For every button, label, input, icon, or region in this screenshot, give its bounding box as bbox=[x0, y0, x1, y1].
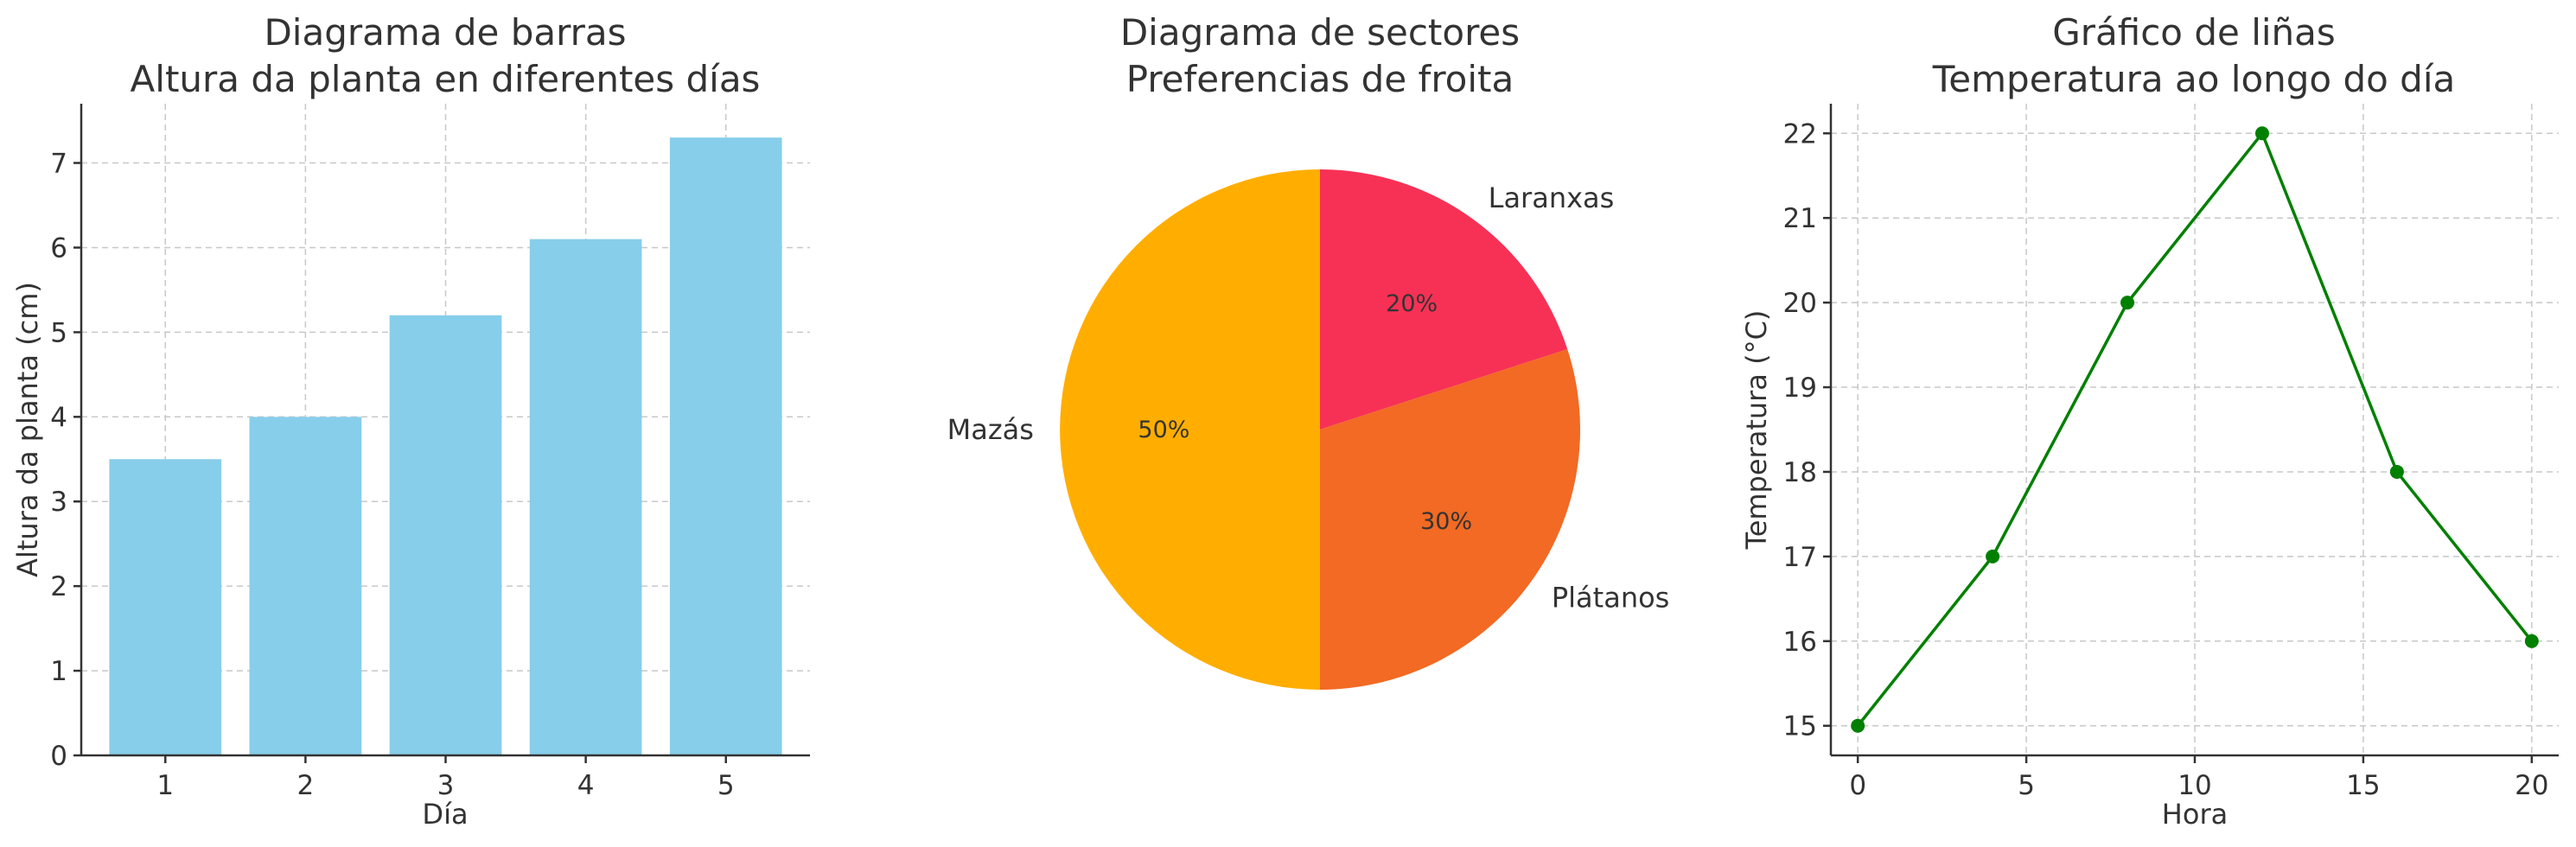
line-chart-series bbox=[1851, 126, 2539, 733]
line-x-tick-label: 15 bbox=[2346, 770, 2380, 801]
pie-chart-title: Diagrama de sectores bbox=[1120, 11, 1520, 54]
line-y-tick-label: 17 bbox=[1783, 542, 1817, 573]
line-chart-title: Gráfico de liñas bbox=[2052, 11, 2336, 54]
pie-slice-percent: 50% bbox=[1138, 417, 1189, 443]
pie-slice-label: Mazás bbox=[947, 413, 1034, 446]
line-point bbox=[2254, 126, 2269, 141]
line-chart-ticks: 15 16 17 18 19 20 21 22 0 5 10 15 20 bbox=[1783, 118, 2549, 801]
pie-slice-label: Laranxas bbox=[1489, 182, 1615, 214]
bar-y-tick-label: 0 bbox=[50, 741, 67, 772]
bar-x-tick-label: 1 bbox=[156, 770, 174, 801]
pie-slice bbox=[1320, 348, 1580, 690]
line-y-tick-label: 15 bbox=[1783, 711, 1817, 742]
line-chart-grid bbox=[1831, 104, 2559, 755]
bar bbox=[389, 315, 502, 755]
bar-chart-y-label: Altura da planta (cm) bbox=[11, 282, 44, 577]
bar-chart-subtitle: Altura da planta en diferentes días bbox=[131, 58, 761, 100]
line-y-tick-label: 21 bbox=[1783, 203, 1817, 234]
pie-chart-slices bbox=[1060, 169, 1580, 690]
line-chart-y-label: Temperatura (°C) bbox=[1740, 310, 1773, 551]
bar bbox=[109, 459, 222, 755]
pie-slice-label: Plátanos bbox=[1552, 582, 1669, 615]
bar-y-tick-label: 2 bbox=[50, 571, 67, 602]
line-x-tick-label: 0 bbox=[1849, 770, 1866, 801]
line-point bbox=[2524, 634, 2539, 648]
bar-chart-x-label: Día bbox=[422, 798, 468, 831]
bar-chart-panel: Diagrama de barras Altura da planta en d… bbox=[11, 11, 810, 831]
bar-y-tick-label: 5 bbox=[50, 317, 67, 348]
bar-chart-bars bbox=[109, 137, 782, 756]
line-point bbox=[2120, 296, 2135, 310]
bar-chart-ticks: 0 1 2 3 4 5 6 7 1 2 3 4 5 bbox=[50, 149, 734, 801]
line-point bbox=[1986, 549, 2000, 564]
bar bbox=[669, 137, 782, 756]
bar bbox=[249, 417, 362, 755]
line-chart-subtitle: Temperatura ao longo do día bbox=[1932, 58, 2455, 100]
bar-x-tick-label: 5 bbox=[717, 770, 735, 801]
bar-x-tick-label: 4 bbox=[577, 770, 595, 801]
pie-slice-percent: 30% bbox=[1420, 508, 1472, 535]
line-x-tick-label: 20 bbox=[2515, 770, 2548, 801]
pie-chart-panel: Diagrama de sectores Preferencias de fro… bbox=[947, 11, 1670, 690]
line-y-tick-label: 20 bbox=[1783, 288, 1817, 319]
line-x-tick-label: 10 bbox=[2177, 770, 2211, 801]
line-x-tick-label: 5 bbox=[2018, 770, 2035, 801]
pie-chart-labels: Laranxas 20% Plátanos 30% Mazás 50% bbox=[947, 182, 1670, 614]
bar-y-tick-label: 1 bbox=[50, 656, 67, 687]
bar bbox=[529, 239, 642, 756]
line-y-tick-label: 16 bbox=[1783, 627, 1817, 658]
line-chart-x-label: Hora bbox=[2162, 798, 2228, 831]
line-point bbox=[1851, 718, 1865, 733]
line-point bbox=[2389, 464, 2404, 479]
line-chart-panel: Gráfico de liñas Temperatura ao longo do… bbox=[1740, 11, 2559, 831]
line-series-path bbox=[1856, 130, 2534, 727]
bar-y-tick-label: 3 bbox=[50, 487, 67, 518]
bar-chart-title: Diagrama de barras bbox=[264, 11, 626, 54]
bar-y-tick-label: 4 bbox=[50, 402, 67, 433]
bar-y-tick-label: 6 bbox=[50, 232, 67, 264]
pie-slice bbox=[1060, 169, 1320, 690]
pie-chart-subtitle: Preferencias de froita bbox=[1126, 58, 1514, 100]
pie-slice-percent: 20% bbox=[1386, 290, 1438, 317]
bar-y-tick-label: 7 bbox=[50, 149, 67, 180]
bar-x-tick-label: 3 bbox=[437, 770, 455, 801]
pie-slice bbox=[1320, 169, 1568, 430]
bar-x-tick-label: 2 bbox=[297, 770, 315, 801]
line-y-tick-label: 19 bbox=[1783, 373, 1817, 404]
line-y-tick-label: 18 bbox=[1783, 457, 1817, 488]
line-y-tick-label: 22 bbox=[1783, 118, 1817, 150]
